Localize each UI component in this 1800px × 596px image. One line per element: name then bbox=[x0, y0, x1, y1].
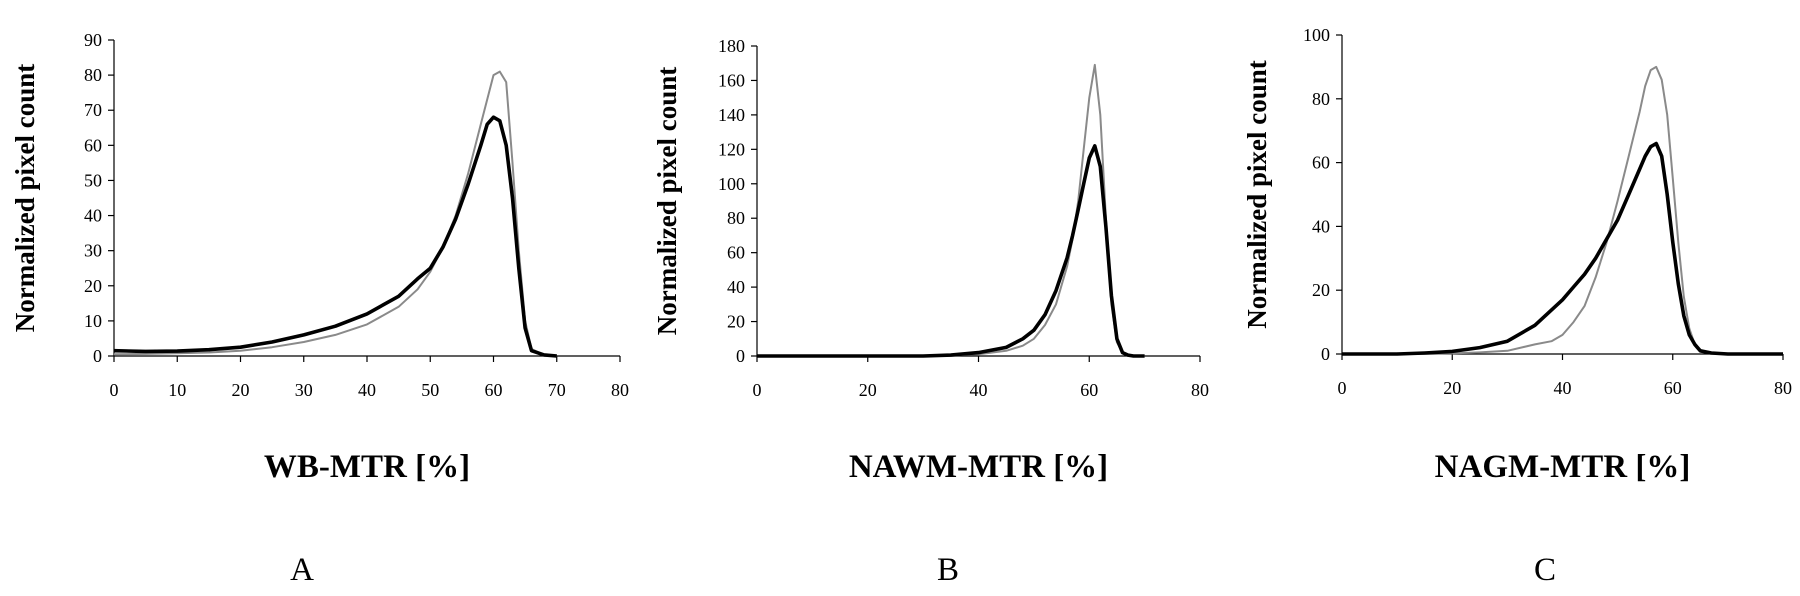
chart1-x-tick-label: 50 bbox=[421, 380, 439, 400]
chart3-y-tick-label: 60 bbox=[1312, 153, 1330, 173]
chart1-y-tick-label: 40 bbox=[84, 206, 102, 226]
chart2-y-tick-label: 100 bbox=[718, 174, 745, 194]
chart2-y-tick-label: 20 bbox=[727, 312, 745, 332]
chart1-y-tick-label: 60 bbox=[84, 135, 102, 155]
chart2-x-axis-label: NAWM-MTR [%] bbox=[849, 449, 1108, 485]
chart2-y-tick-label: 180 bbox=[718, 36, 745, 56]
chart2-x-tick-label: 60 bbox=[1080, 380, 1098, 400]
chart2-y-tick-label: 160 bbox=[718, 70, 745, 90]
chart3-y-tick-label: 20 bbox=[1312, 280, 1330, 300]
chart2-x-tick-label: 20 bbox=[859, 380, 877, 400]
chart3-x-tick-label: 40 bbox=[1554, 378, 1572, 398]
chart1-x-tick-label: 70 bbox=[548, 380, 566, 400]
chart1-y-tick-label: 0 bbox=[93, 346, 102, 366]
chart2-panel-label: B bbox=[937, 552, 959, 588]
chart3-y-tick-label: 40 bbox=[1312, 216, 1330, 236]
chart2-y-tick-label: 60 bbox=[727, 243, 745, 263]
chart1-x-tick-label: 0 bbox=[110, 380, 119, 400]
chart2-series-thick-black bbox=[757, 144, 1145, 358]
chart1-y-tick-label: 50 bbox=[84, 170, 102, 190]
chart1-y-tick-label: 90 bbox=[84, 30, 102, 50]
chart2-x-tick-label: 80 bbox=[1191, 380, 1209, 400]
chart3-y-axis-label: Normalized pixel count bbox=[1242, 60, 1272, 328]
chart1-y-tick-label: 70 bbox=[84, 100, 102, 120]
chart3-series-thick-black bbox=[1342, 141, 1783, 356]
chart1-y-tick-label: 80 bbox=[84, 65, 102, 85]
chart2-series-thin-gray bbox=[757, 63, 1145, 357]
chart3-y-tick-label: 80 bbox=[1312, 89, 1330, 109]
chart2-y-tick-label: 80 bbox=[727, 208, 745, 228]
chart3-x-tick-label: 80 bbox=[1774, 378, 1792, 398]
chart1-x-tick-label: 30 bbox=[295, 380, 313, 400]
chart1-panel-label: A bbox=[290, 552, 314, 588]
chart1-x-tick-label: 80 bbox=[611, 380, 629, 400]
chart1-x-tick-label: 60 bbox=[485, 380, 503, 400]
chart3-x-axis-label: NAGM-MTR [%] bbox=[1435, 449, 1691, 485]
chart1-series-thin-gray bbox=[113, 70, 557, 357]
chart1-y-tick-label: 10 bbox=[84, 311, 102, 331]
chart1-x-axis-label: WB-MTR [%] bbox=[264, 449, 470, 485]
chart1-x-tick-label: 20 bbox=[232, 380, 250, 400]
chart3-x-tick-label: 0 bbox=[1338, 378, 1347, 398]
chart2-y-tick-label: 120 bbox=[718, 139, 745, 159]
chart3-x-tick-label: 20 bbox=[1443, 378, 1461, 398]
chart3-y-tick-label: 100 bbox=[1303, 25, 1330, 45]
chart2-y-tick-label: 140 bbox=[718, 105, 745, 125]
chart1-x-tick-label: 10 bbox=[168, 380, 186, 400]
chart1-y-tick-label: 20 bbox=[84, 276, 102, 296]
chart2-x-tick-label: 40 bbox=[970, 380, 988, 400]
chart1-x-tick-label: 40 bbox=[358, 380, 376, 400]
chart3-series-thin-gray bbox=[1342, 65, 1783, 355]
chart3-panel-label: C bbox=[1534, 552, 1556, 588]
chart2-y-tick-label: 0 bbox=[736, 346, 745, 366]
chart1-series-thick-black bbox=[113, 115, 557, 358]
chart1-y-axis-label: Normalized pixel count bbox=[10, 64, 40, 332]
chart1-y-tick-label: 30 bbox=[84, 241, 102, 261]
chart2-y-tick-label: 40 bbox=[727, 277, 745, 297]
chart2-x-tick-label: 0 bbox=[753, 380, 762, 400]
chart2-y-axis-label: Normalized pixel count bbox=[652, 67, 682, 335]
chart3-y-tick-label: 0 bbox=[1321, 344, 1330, 364]
chart3-x-tick-label: 60 bbox=[1664, 378, 1682, 398]
